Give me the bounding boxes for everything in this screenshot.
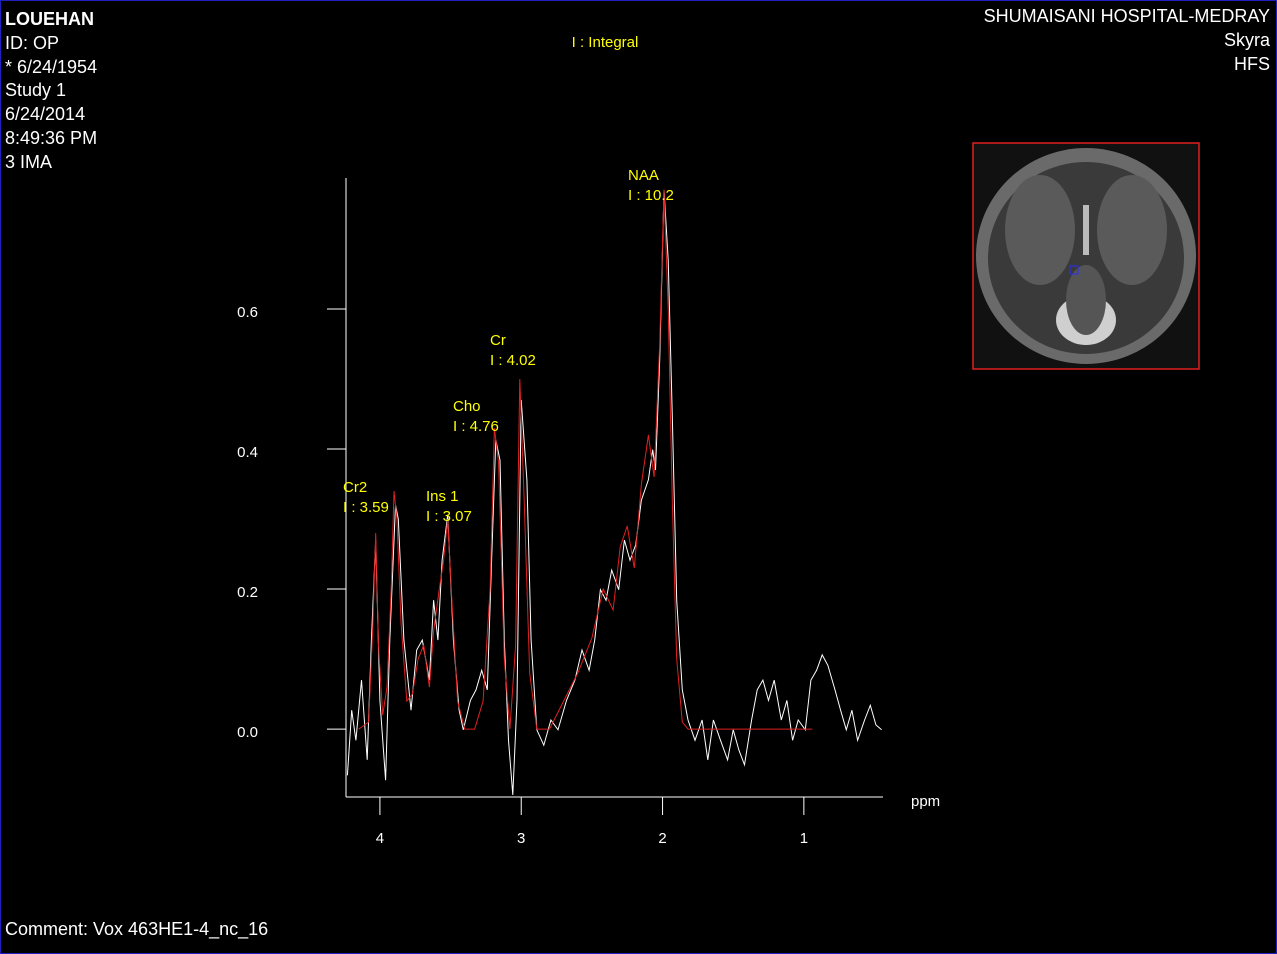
- site-info: SHUMAISANI HOSPITAL-MEDRAY Skyra HFS: [984, 5, 1270, 76]
- patient-info: LOUEHAN ID: OP * 6/24/1954 Study 1 6/24/2014…: [5, 8, 97, 175]
- x-tick-label: 1: [800, 830, 808, 847]
- chart-subtitle: I : Integral: [572, 34, 639, 51]
- peak-name: NAA: [628, 167, 659, 184]
- peak-integral: I : 4.02: [490, 352, 536, 369]
- peak-name: Ins 1: [426, 488, 459, 505]
- peak-integral: I : 3.59: [343, 499, 389, 516]
- comment: Comment: Vox 463HE1-4_nc_16: [5, 919, 269, 939]
- y-tick-label: 0.2: [237, 584, 258, 601]
- x-axis-label: ppm: [911, 793, 940, 810]
- peak-integral: I : 3.07: [426, 508, 472, 525]
- peak-integral: I : 4.76: [453, 418, 499, 435]
- site-line: Skyra: [1223, 29, 1270, 50]
- patient-line: 3 IMA: [5, 151, 53, 172]
- y-tick-label: 0.0: [237, 724, 258, 741]
- y-tick-label: 0.6: [237, 304, 258, 321]
- x-tick-label: 3: [517, 830, 525, 847]
- patient-line: 8:49:36 PM: [5, 127, 98, 148]
- mri-thumbnail: [972, 142, 1200, 370]
- peak-name: Cho: [453, 398, 481, 415]
- site-line: SHUMAISANI HOSPITAL-MEDRAY: [983, 6, 1270, 26]
- x-tick-label: 4: [376, 830, 384, 847]
- x-tick-label: 2: [658, 830, 666, 847]
- spectrum-line: [346, 189, 882, 795]
- patient-line: ID: OP: [5, 32, 60, 53]
- peak-name: Cr2: [343, 479, 367, 496]
- patient-line: * 6/24/1954: [5, 56, 98, 77]
- peak-integral: I : 10.2: [628, 187, 674, 204]
- patient-line: Study 1: [5, 80, 67, 101]
- site-line: HFS: [1234, 53, 1270, 74]
- y-tick-label: 0.4: [237, 444, 258, 461]
- peak-name: Cr: [490, 332, 506, 349]
- patient-line: 6/24/2014: [5, 104, 86, 125]
- spectrum-line: [358, 189, 813, 730]
- patient-line: LOUEHAN: [5, 9, 94, 29]
